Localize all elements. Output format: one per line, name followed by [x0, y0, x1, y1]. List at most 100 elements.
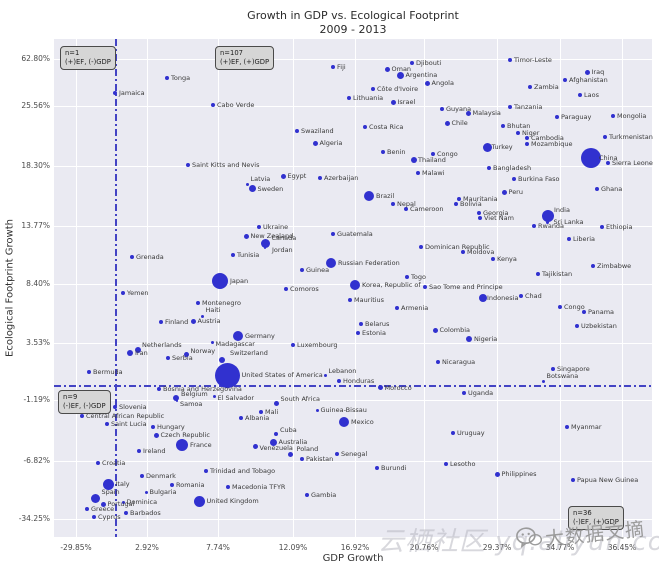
- data-point: [375, 466, 379, 470]
- point-label: Mauritania: [463, 194, 498, 203]
- data-point: [600, 225, 604, 229]
- point-label: Guyana: [446, 104, 472, 113]
- y-gridline: [54, 461, 652, 462]
- data-point: [391, 202, 395, 206]
- point-label: France: [190, 440, 212, 449]
- quadrant-annotation: n=36 (-)EF, (+)GDP: [568, 506, 624, 530]
- point-label: Mozambique: [531, 139, 573, 148]
- data-point: [405, 275, 409, 279]
- x-tick-label: 29.37%: [482, 543, 512, 552]
- point-label: Botswana: [546, 371, 579, 380]
- data-point: [454, 202, 458, 206]
- y-gridline: [54, 166, 652, 167]
- point-label: Jordan: [272, 245, 293, 254]
- point-label: Austria: [197, 316, 221, 325]
- point-label: China: [599, 153, 618, 162]
- data-point: [204, 469, 208, 473]
- point-label: Belarus: [365, 319, 390, 328]
- data-point: [356, 331, 360, 335]
- data-point: [384, 66, 390, 72]
- point-label: Ukraine: [263, 222, 289, 231]
- point-label: Ethiopia: [606, 222, 633, 231]
- data-point: [501, 124, 505, 128]
- point-label: Israel: [397, 97, 416, 106]
- point-label: Bhutan: [507, 121, 531, 130]
- point-label: Mali: [265, 407, 279, 416]
- point-label: New Zealand: [250, 231, 294, 240]
- y-tick-label: -34.25%: [18, 514, 50, 523]
- data-point: [326, 258, 336, 268]
- data-point: [239, 416, 243, 420]
- data-point: [508, 58, 512, 62]
- point-label: Senegal: [341, 449, 368, 458]
- data-point: [113, 405, 117, 409]
- point-label: Cuba: [280, 425, 297, 434]
- point-label: Korea, Republic of: [362, 280, 421, 289]
- point-label: Uganda: [468, 388, 494, 397]
- point-label: Iraq: [591, 67, 605, 76]
- quadrant-annotation-desc: (-)EF, (+)GDP: [573, 518, 619, 526]
- data-point: [494, 471, 500, 477]
- point-label: Sao Tome and Principe: [429, 282, 503, 291]
- point-label: Angola: [431, 78, 454, 87]
- data-point: [545, 220, 549, 224]
- point-label: Norway: [190, 346, 216, 355]
- data-point: [416, 171, 420, 175]
- point-label: Saint Lucia: [111, 419, 147, 428]
- data-point: [284, 287, 288, 291]
- point-label: Grenada: [136, 252, 164, 261]
- point-label: Argentina: [405, 70, 438, 79]
- point-label: Côte d'Ivoire: [377, 84, 419, 93]
- data-point: [532, 224, 536, 228]
- x-gridline: [622, 39, 623, 537]
- data-point: [611, 114, 615, 118]
- data-point: [339, 417, 349, 427]
- point-label: Algeria: [319, 138, 343, 147]
- data-point: [159, 320, 163, 324]
- data-point: [291, 343, 295, 347]
- point-label: Gambia: [311, 490, 337, 499]
- point-label: Nigeria: [474, 334, 498, 343]
- point-label: Mongolia: [617, 111, 647, 120]
- point-label: Bolivia: [460, 199, 482, 208]
- point-label: Indonesia: [487, 293, 519, 302]
- data-point: [410, 61, 414, 65]
- data-point: [606, 161, 610, 165]
- data-point: [575, 324, 579, 328]
- data-point: [381, 150, 385, 154]
- data-point: [444, 120, 450, 126]
- point-label: Mauritius: [354, 295, 385, 304]
- point-label: Georgia: [483, 208, 509, 217]
- point-label: Malawi: [422, 168, 445, 177]
- point-label: Afghanistan: [569, 75, 608, 84]
- plot-area: Jamaica Tonga Cabo Verde Fiji Djibouti Oman Ar…: [54, 39, 653, 537]
- data-point: [90, 493, 100, 503]
- point-label: Chad: [525, 291, 542, 300]
- data-point: [542, 210, 554, 222]
- point-label: Hungary: [157, 422, 185, 431]
- data-point: [466, 336, 472, 342]
- point-label: Luxembourg: [297, 340, 338, 349]
- point-label: Papua New Guinea: [577, 475, 639, 484]
- quadrant-annotation-desc: (-)EF, (-)GDP: [63, 402, 106, 410]
- point-label: Bosnia and Herzegovina: [163, 384, 242, 393]
- point-label: Denmark: [146, 471, 176, 480]
- point-label: Viet Nam: [484, 213, 514, 222]
- point-label: Guinea-Bissau: [320, 405, 367, 414]
- point-label: Egypt: [287, 171, 307, 180]
- data-point: [92, 515, 96, 519]
- data-point: [390, 99, 396, 105]
- point-label: Laos: [584, 90, 599, 99]
- point-label: Netherlands: [142, 340, 182, 349]
- data-point: [491, 257, 495, 261]
- point-label: Portugal: [107, 499, 135, 508]
- data-point: [482, 142, 492, 152]
- point-label: Serbia: [172, 353, 193, 362]
- data-point: [130, 255, 134, 259]
- quadrant-annotation: n=107 (+)EF, (+)GDP: [215, 46, 275, 70]
- data-point: [183, 351, 189, 357]
- point-label: Russian Federation: [338, 258, 400, 267]
- point-label: Central African Republic: [86, 411, 165, 420]
- data-point: [363, 125, 367, 129]
